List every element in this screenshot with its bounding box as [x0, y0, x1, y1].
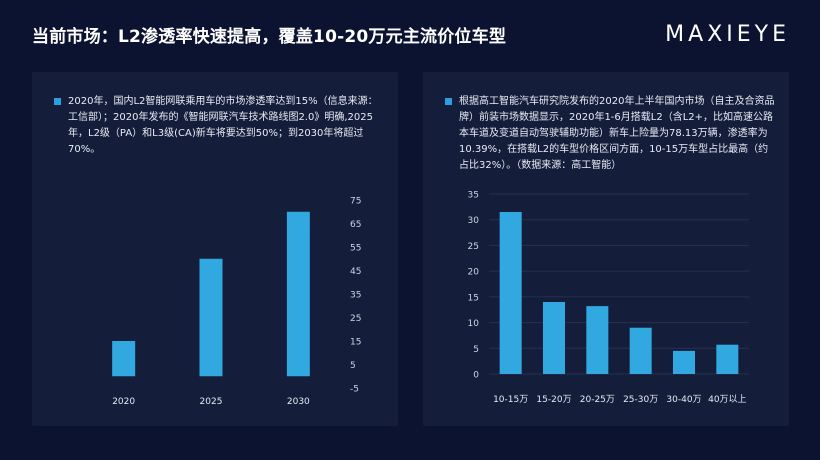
x-tick-label: 30-40万 — [666, 395, 701, 405]
bullet-icon — [54, 98, 61, 105]
bar-25-30万 — [629, 327, 652, 374]
brand-logo: MAXIEYE — [665, 22, 790, 47]
bar-2025 — [199, 258, 223, 377]
x-tick-label: 40万以上 — [708, 394, 746, 405]
bar-2030 — [286, 211, 310, 377]
price-range-bar-chart: 0 5 10 15 20 25 30 35 10-15万 15-20万 20-25万 25-30万 30… — [468, 191, 749, 405]
bar-40万以上 — [716, 344, 739, 374]
left-panel: 2020年，国内L2智能网联乘用车的市场渗透率达到15%（信息来源：工信部）；2… — [32, 72, 398, 426]
x-tick-label: 10-15万 — [493, 395, 528, 405]
y-tick-label: 35 — [468, 191, 479, 201]
right-panel: 根据高工智能汽车研究院发布的2020年上半年国内市场（自主及合资品牌）前装市场数… — [423, 72, 789, 426]
y-tick-label: 45 — [350, 267, 361, 277]
y-tick-label: 35 — [350, 291, 361, 301]
x-tick-label: 25-30万 — [623, 395, 658, 405]
right-note: 根据高工智能汽车研究院发布的2020年上半年国内市场（自主及合资品牌）前装市场数… — [445, 94, 775, 174]
x-tick-label: 15-20万 — [536, 395, 571, 405]
x-tick-label: 2030 — [287, 397, 310, 407]
y-tick-label: 65 — [350, 220, 361, 230]
y-tick-label: 5 — [473, 345, 479, 355]
y-tick-label: 75 — [350, 197, 361, 207]
x-tick-label: 2025 — [200, 397, 223, 407]
y-tick-label: 30 — [468, 216, 480, 226]
y-tick-label: 0 — [473, 371, 479, 381]
y-tick-label: 55 — [350, 244, 361, 254]
y-tick-label: 15 — [468, 293, 479, 303]
y-tick-label: 10 — [468, 319, 480, 329]
y-tick-label: 25 — [350, 314, 361, 324]
bullet-icon — [445, 98, 452, 105]
page-title: 当前市场：L2渗透率快速提高，覆盖10-20万元主流价位车型 — [32, 27, 507, 47]
y-tick-label: 15 — [350, 338, 361, 348]
right-note-text: 根据高工智能汽车研究院发布的2020年上半年国内市场（自主及合资品牌）前装市场数… — [459, 96, 775, 171]
left-note: 2020年，国内L2智能网联乘用车的市场渗透率达到15%（信息来源：工信部）；2… — [54, 94, 384, 158]
bar-2020 — [112, 341, 136, 377]
x-tick-label: 20-25万 — [580, 395, 615, 405]
y-tick-label: 25 — [468, 242, 479, 252]
y-tick-label: 5 — [350, 361, 356, 371]
y-tick-label: -5 — [350, 385, 359, 395]
bar-20-25万 — [586, 306, 609, 374]
x-tick-label: 2020 — [112, 397, 135, 407]
bar-30-40万 — [673, 350, 695, 374]
y-tick-label: 20 — [468, 268, 480, 278]
penetration-bar-chart: -5 5 15 25 35 45 55 65 75 2020 2025 2030 — [112, 197, 361, 407]
bar-15-20万 — [543, 302, 565, 374]
left-note-text: 2020年，国内L2智能网联乘用车的市场渗透率达到15%（信息来源：工信部）；2… — [68, 96, 378, 155]
bar-10-15万 — [499, 212, 522, 374]
